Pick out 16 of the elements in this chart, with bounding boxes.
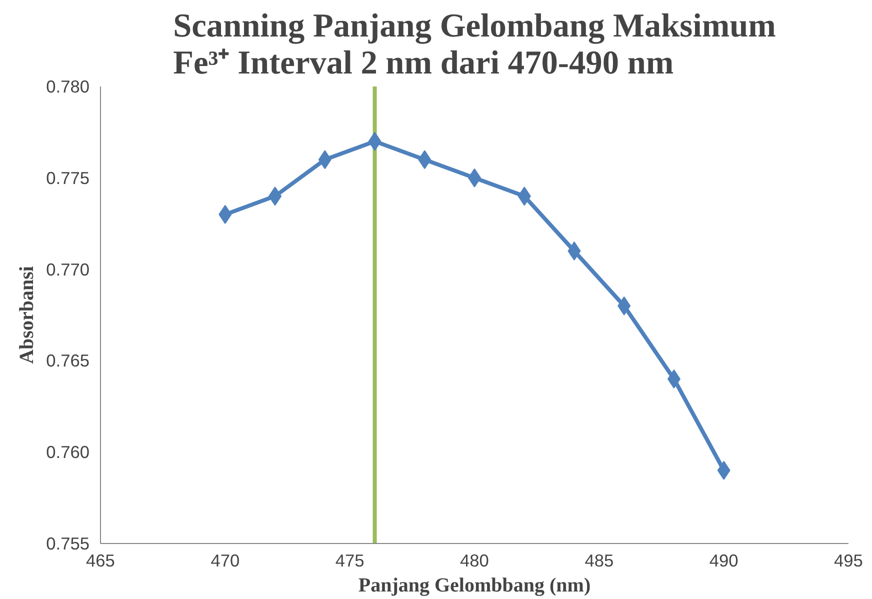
x-tick-label: 470 — [210, 550, 240, 570]
y-tick-label: 0.765 — [46, 350, 90, 371]
y-tick-label: 0.770 — [46, 259, 90, 280]
y-tick-label: 0.775 — [46, 168, 90, 188]
y-tick-label: 0.760 — [46, 442, 90, 462]
x-axis-title: Panjang Gelombbang (nm) — [358, 574, 591, 596]
y-axis-title: Absorbansi — [16, 266, 38, 364]
chart-title: Scanning Panjang Gelombang Maksimum Fe³⁺ Interval 2 nm dari 470-490 nm — [173, 8, 776, 82]
x-tick-label: 465 — [86, 550, 115, 570]
x-tick-label: 475 — [335, 550, 364, 570]
y-tick-label: 0.755 — [46, 534, 90, 554]
x-tick-label: 490 — [709, 550, 738, 570]
x-tick-label: 480 — [460, 550, 489, 570]
x-tick-label: 485 — [584, 550, 614, 570]
x-tick-label: 495 — [834, 550, 863, 570]
y-tick-label: 0.780 — [46, 76, 90, 96]
